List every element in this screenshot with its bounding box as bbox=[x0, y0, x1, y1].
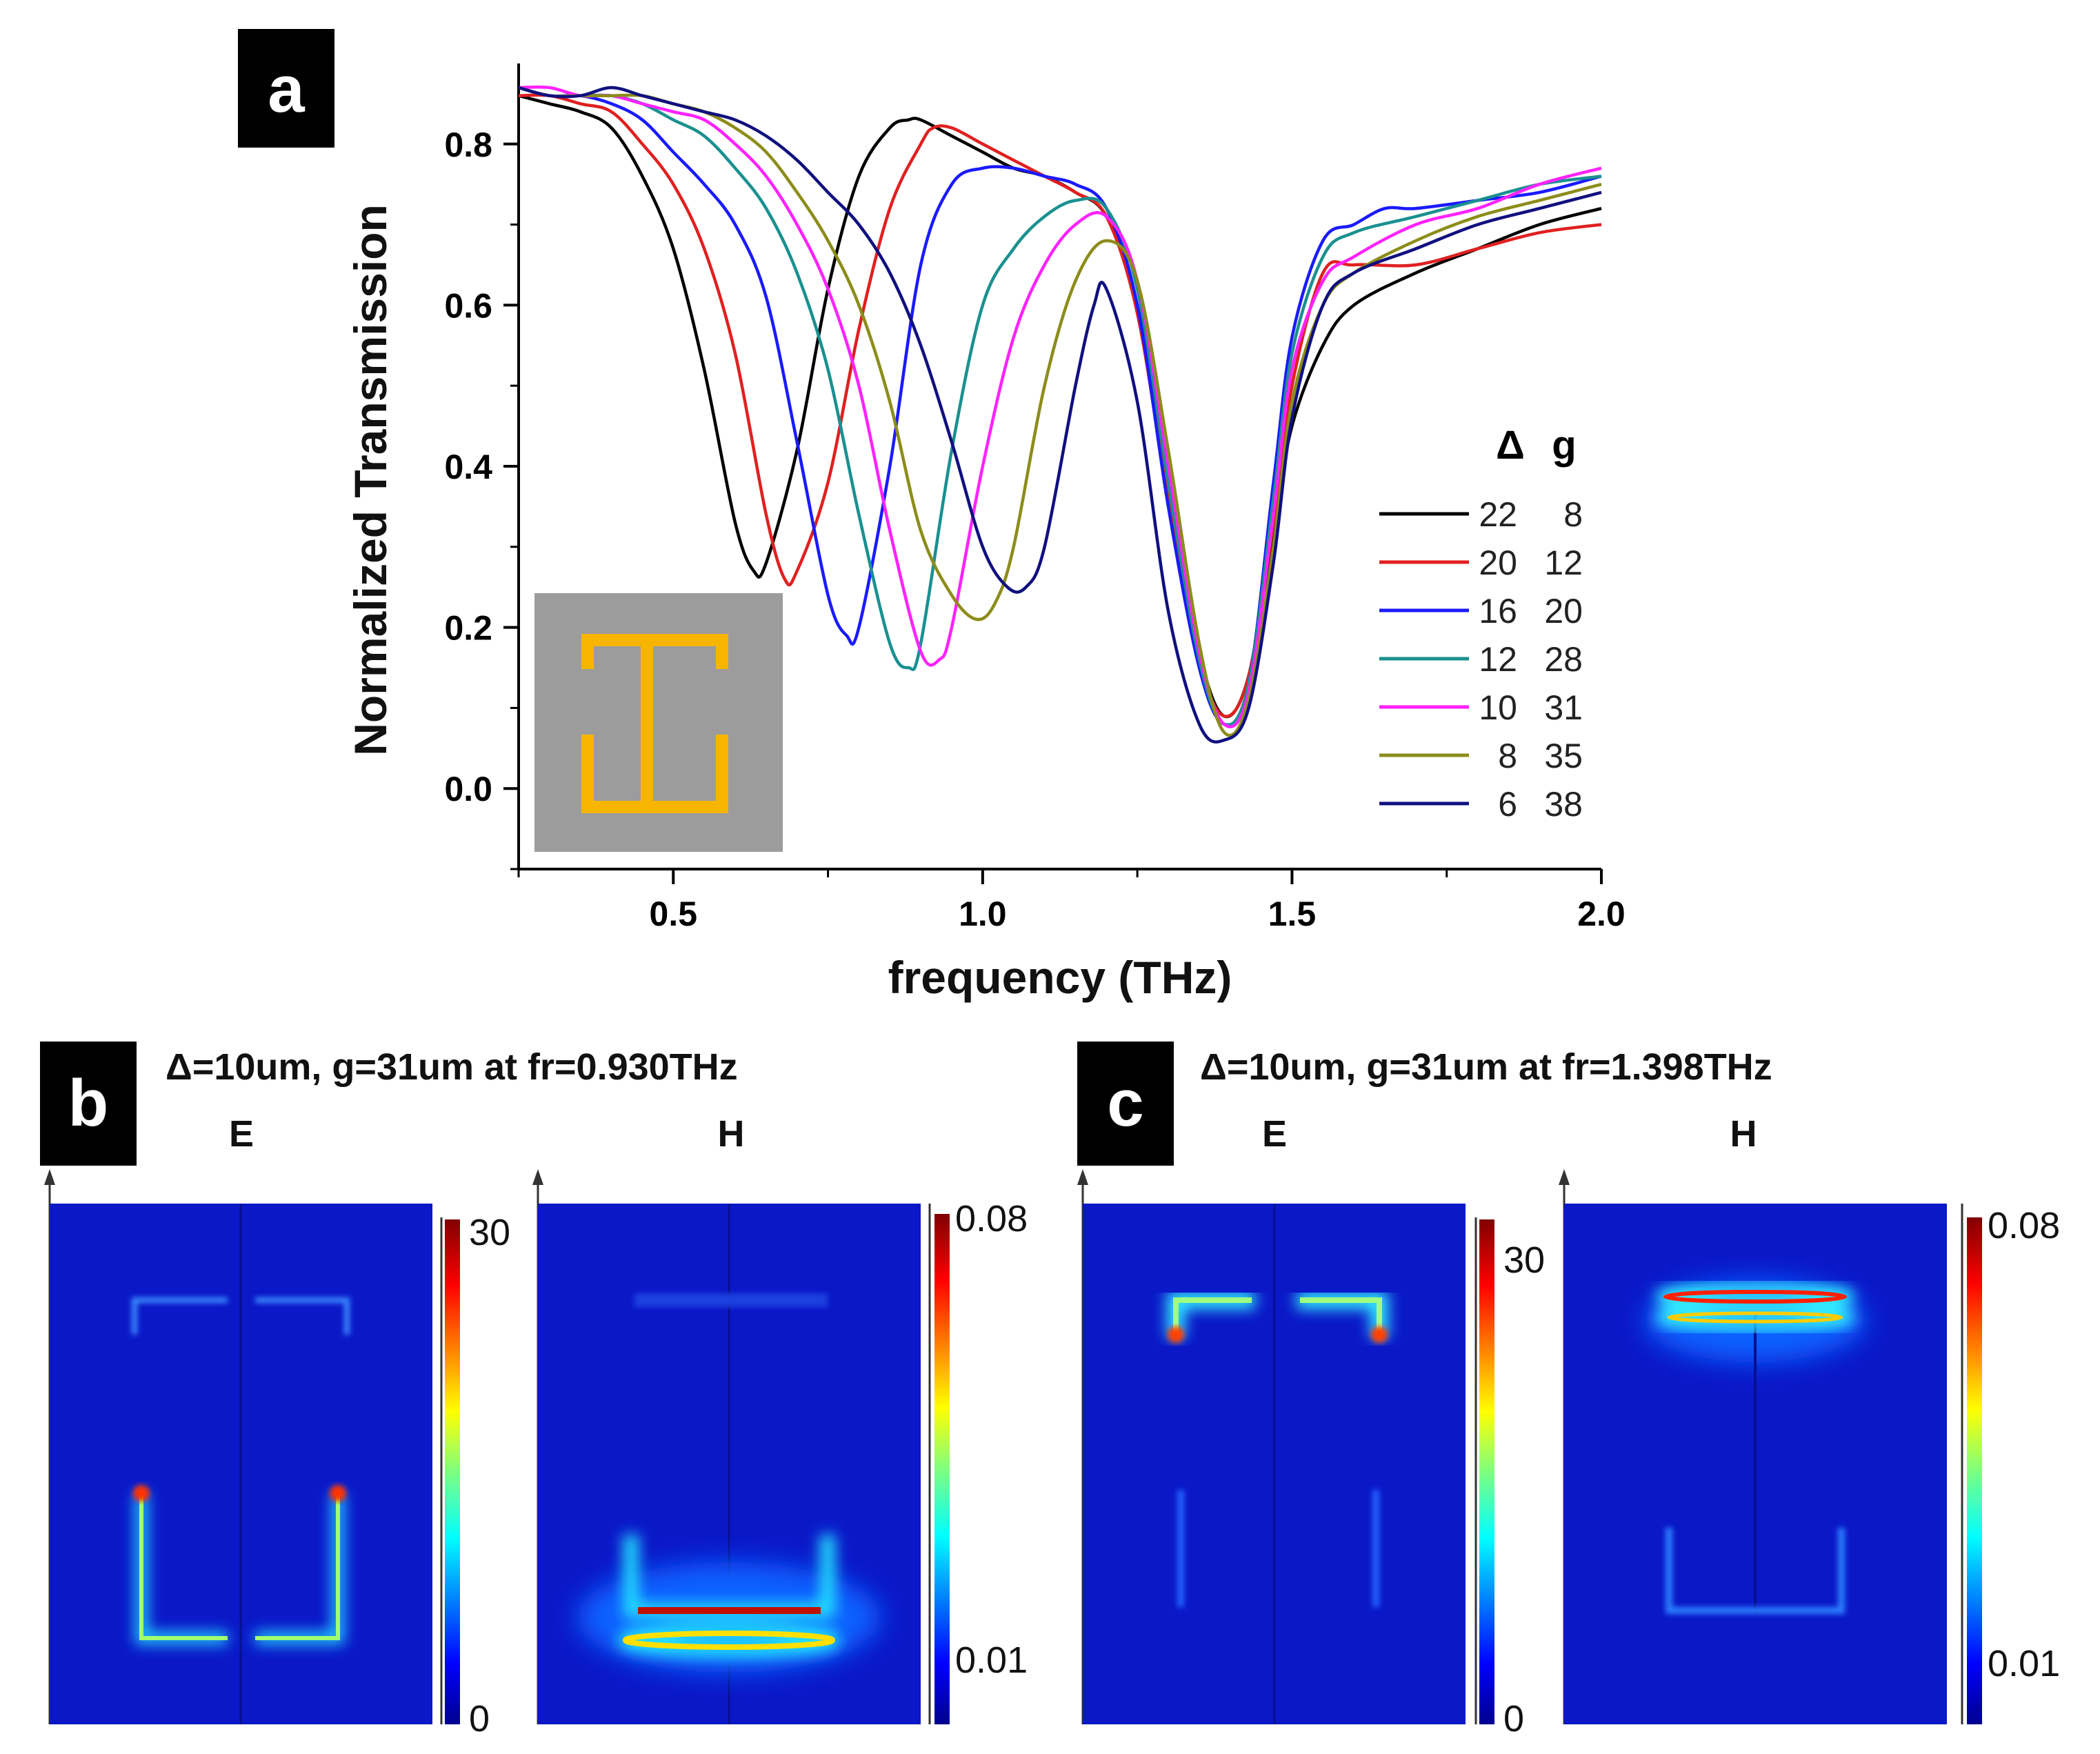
colorbar-h-c: 0.08 0.01 bbox=[1961, 1204, 2060, 1724]
legend-g-value: 8 bbox=[1563, 495, 1583, 534]
series-line-5 bbox=[518, 86, 1602, 737]
x-tick-label: 1.5 bbox=[1268, 895, 1317, 933]
legend-delta-value: 20 bbox=[1479, 544, 1517, 582]
series-line-4 bbox=[518, 85, 1602, 728]
x-axis-label: frequency (THz) bbox=[888, 952, 1232, 1003]
legend-g-value: 28 bbox=[1544, 640, 1583, 679]
panel-c-title: Δ=10um, g=31um at fr=1.398THz bbox=[1200, 1046, 1772, 1088]
legend-delta-value: 10 bbox=[1479, 688, 1517, 727]
arrow-head bbox=[44, 1169, 55, 1185]
panel-c: c Δ=10um, g=31um at fr=1.398THz E H bbox=[1077, 1042, 2060, 1740]
x-tick-label: 0.5 bbox=[650, 895, 698, 933]
x-tick-label: 1.0 bbox=[959, 895, 1007, 933]
panel-b-label-box bbox=[40, 1042, 137, 1166]
legend-delta-value: 12 bbox=[1479, 640, 1517, 679]
field-map-e-b bbox=[44, 1169, 432, 1724]
panel-c-label-box bbox=[1077, 1042, 1174, 1166]
colorbar-max: 0.08 bbox=[1988, 1205, 2060, 1246]
panel-a-label: a bbox=[268, 52, 305, 126]
h-resonator-icon bbox=[581, 634, 728, 813]
legend: 22 8 20 12 16 20 12 28 10 31 8 35 6 38 bbox=[1379, 495, 1583, 824]
field-map-h-c bbox=[1559, 1169, 1947, 1724]
legend-g-value: 12 bbox=[1544, 544, 1583, 582]
legend-delta-value: 22 bbox=[1479, 495, 1517, 534]
colorbar-min: 0 bbox=[1503, 1698, 1524, 1740]
colorbar-min: 0 bbox=[469, 1698, 490, 1740]
panel-c-e-label: E bbox=[1262, 1113, 1287, 1155]
colorbar-e-c: 30 0 bbox=[1474, 1217, 1545, 1740]
panel-b-e-label: E bbox=[229, 1113, 254, 1155]
colorbar-h-b: 0.08 0.01 bbox=[928, 1198, 1028, 1724]
legend-g-value: 31 bbox=[1544, 688, 1583, 727]
legend-delta-value: 8 bbox=[1498, 737, 1517, 775]
panel-c-h-label: H bbox=[1730, 1113, 1757, 1155]
y-tick-label: 0.0 bbox=[444, 770, 492, 808]
colorbar-max: 0.08 bbox=[955, 1198, 1028, 1239]
colorbar-max: 30 bbox=[1503, 1239, 1545, 1281]
legend-g-value: 38 bbox=[1544, 785, 1583, 824]
panel-a-label-box bbox=[238, 29, 334, 148]
y-tick-label: 0.8 bbox=[444, 126, 492, 164]
panel-a: a 0.0 0.2 0.4 0.6 0.8 0.5 1.0 1.5 2.0 frequency (… bbox=[238, 29, 1626, 1003]
legend-header-delta: Δ bbox=[1496, 423, 1525, 468]
series-line-2 bbox=[518, 86, 1602, 727]
structure-inset bbox=[534, 593, 783, 852]
legend-delta-value: 16 bbox=[1479, 592, 1517, 630]
panel-b-label: b bbox=[68, 1066, 109, 1140]
legend-g-value: 35 bbox=[1544, 737, 1583, 775]
y-tick-label: 0.6 bbox=[444, 286, 492, 325]
panel-c-label: c bbox=[1107, 1066, 1143, 1140]
y-tick-label: 0.4 bbox=[444, 448, 492, 486]
series-line-0 bbox=[518, 94, 1602, 719]
legend-delta-value: 6 bbox=[1498, 785, 1517, 824]
field-map-e-c bbox=[1077, 1169, 1466, 1724]
series-line-3 bbox=[518, 86, 1602, 727]
colorbar-min: 0.01 bbox=[955, 1640, 1028, 1681]
plot-area: 0.0 0.2 0.4 0.6 0.8 0.5 1.0 1.5 2.0 frequency (TH… bbox=[345, 63, 1626, 1003]
colorbar-e-b: 30 0 bbox=[440, 1212, 510, 1740]
y-tick-label: 0.2 bbox=[444, 609, 492, 648]
field-map-h-b bbox=[532, 1169, 921, 1724]
legend-header-g: g bbox=[1552, 423, 1576, 468]
y-axis-label: Normalized Transmission bbox=[345, 204, 396, 756]
legend-g-value: 20 bbox=[1544, 592, 1583, 630]
colorbar-min: 0.01 bbox=[1988, 1643, 2060, 1684]
series-line-6 bbox=[518, 86, 1602, 744]
panel-b: b Δ=10um, g=31um at fr=0.930THz E H bbox=[40, 1042, 1028, 1740]
panel-b-h-label: H bbox=[718, 1113, 745, 1155]
colorbar-max: 30 bbox=[469, 1212, 510, 1253]
x-tick-label: 2.0 bbox=[1577, 895, 1626, 933]
panel-b-title: Δ=10um, g=31um at fr=0.930THz bbox=[166, 1046, 738, 1088]
series-line-1 bbox=[518, 93, 1602, 718]
